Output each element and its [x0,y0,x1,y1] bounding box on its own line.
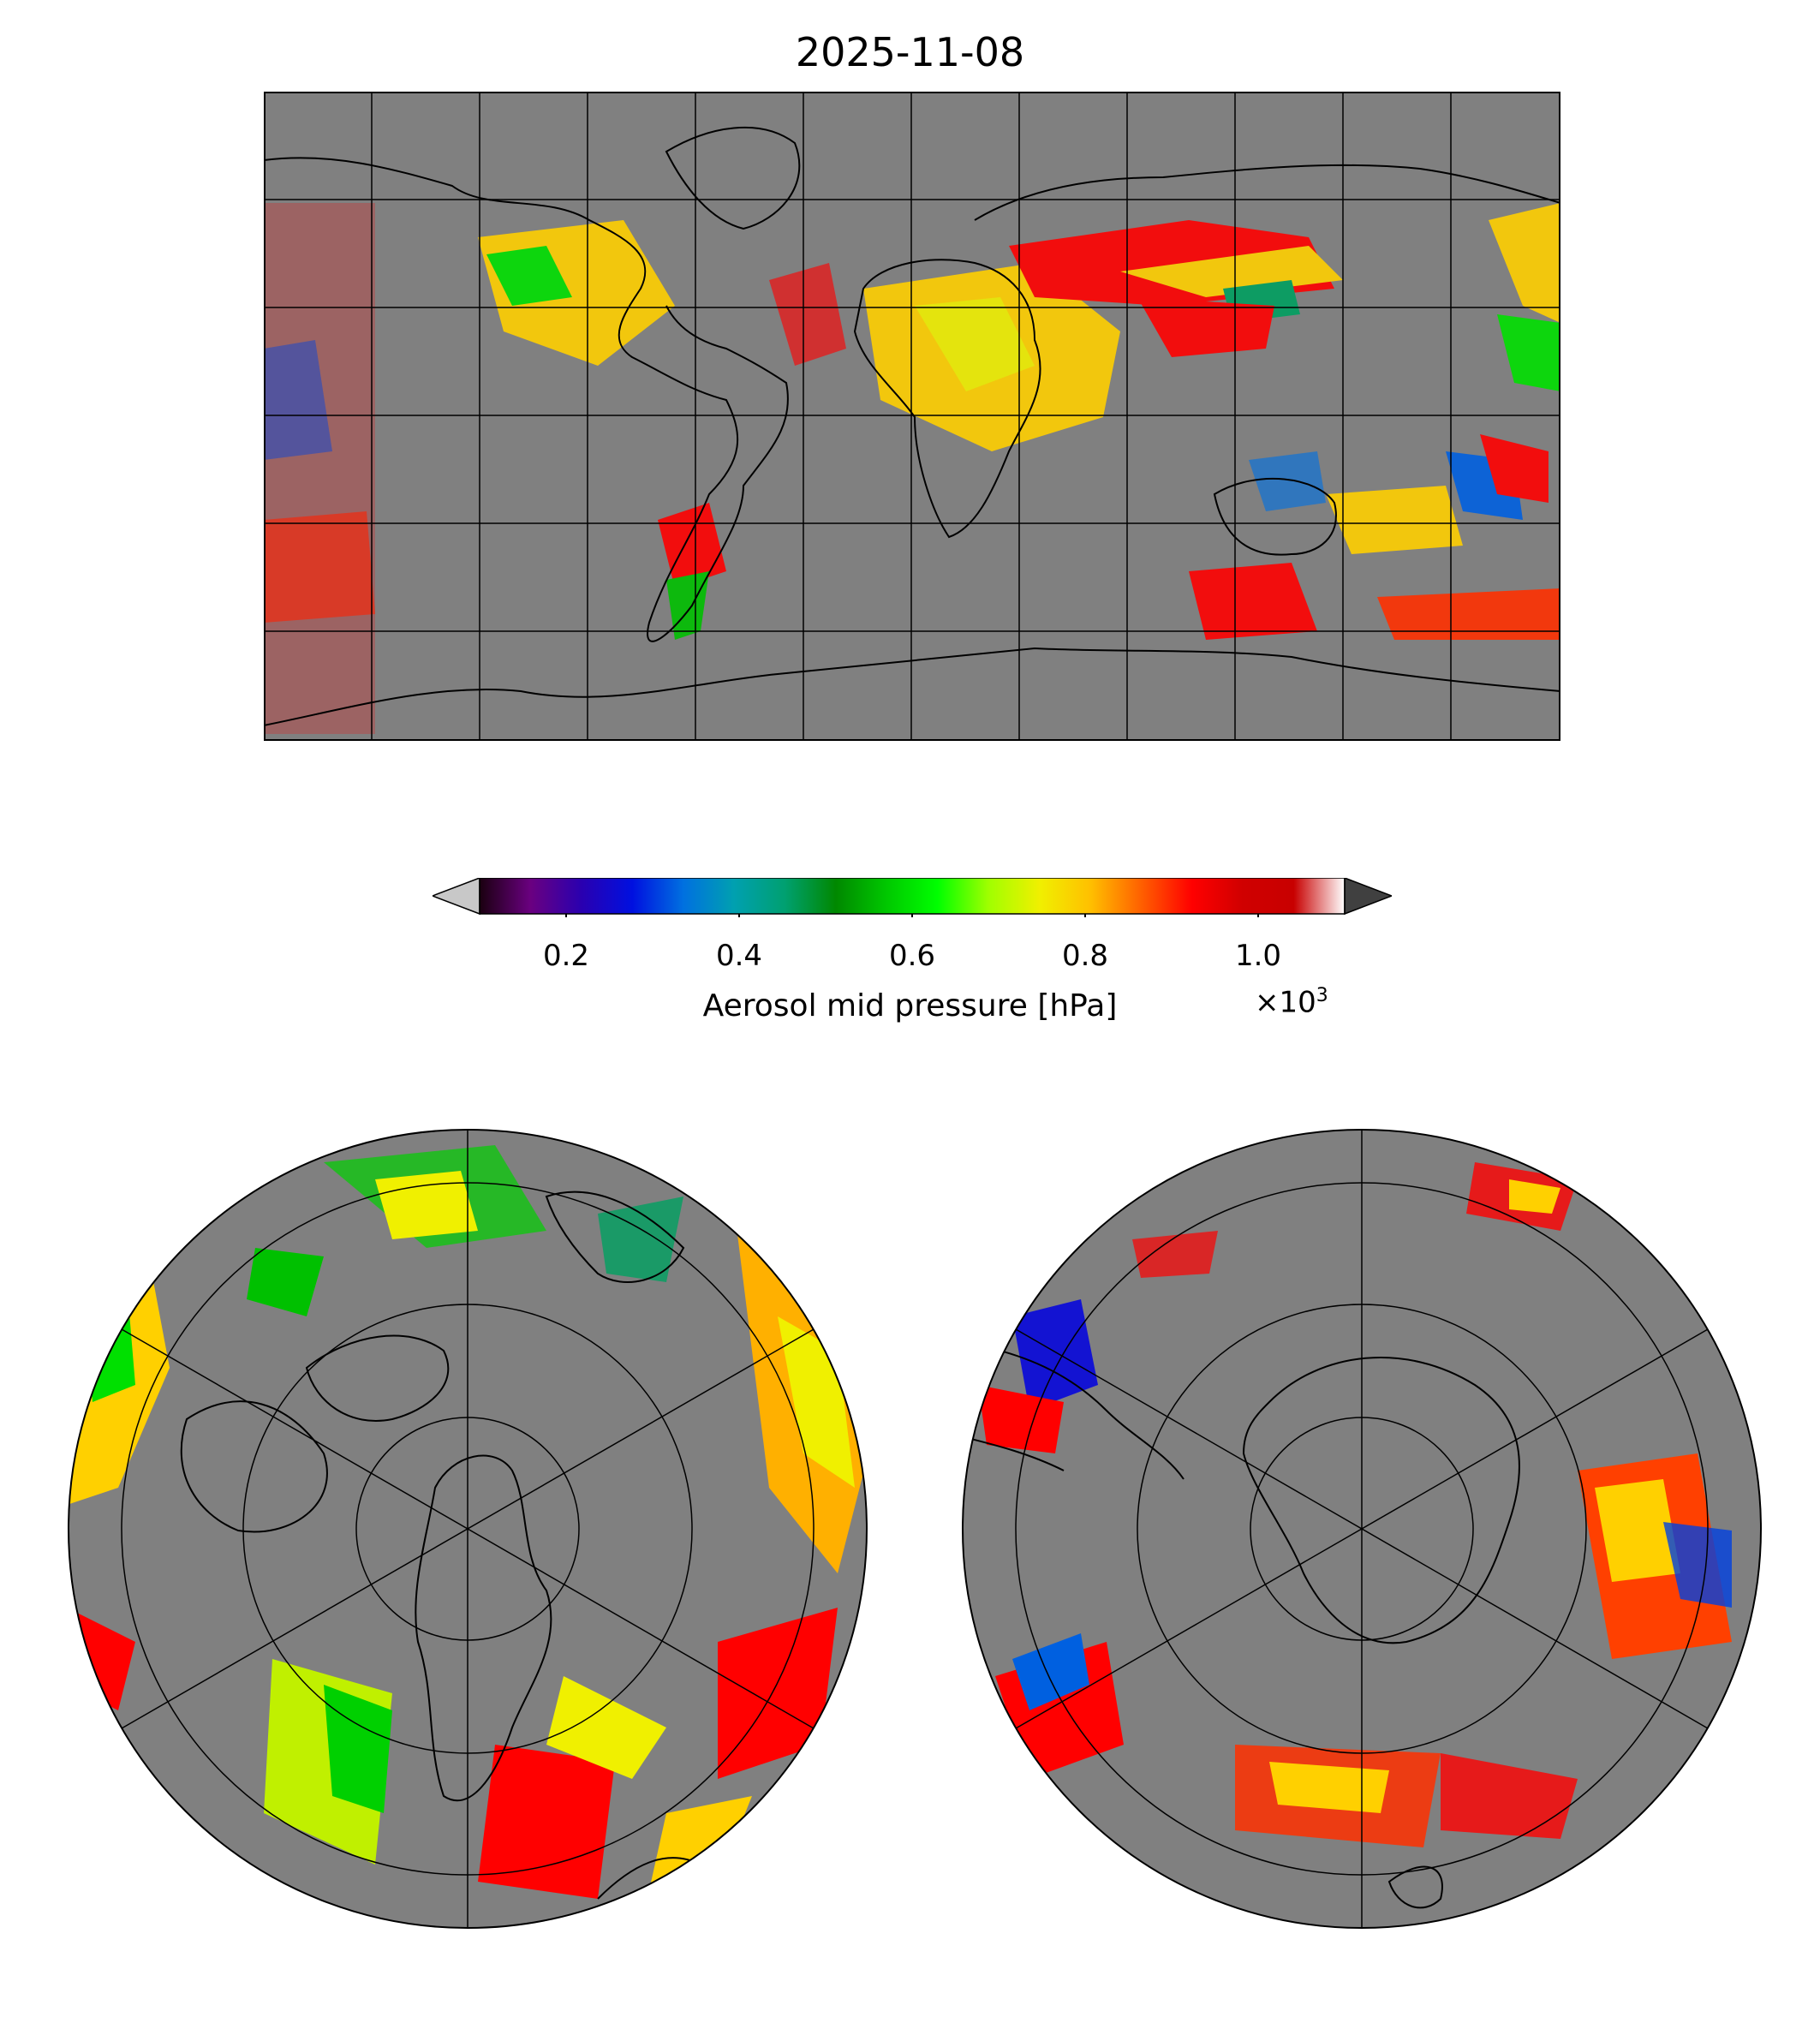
colorbar [433,878,1392,917]
north-coastlines [180,1191,701,1900]
south-polar-map [962,1129,1762,1929]
colorbar-tick-label: 0.8 [1061,939,1109,973]
south-graticule [1015,1130,1709,1928]
coastlines [264,126,1560,726]
global-aerosol-field [264,203,1560,734]
graticule [264,92,1560,741]
north-graticule [121,1130,815,1928]
north-polar-map [68,1129,868,1929]
colorbar-over-extension [1344,878,1392,916]
colorbar-tick-label: 0.6 [888,939,936,973]
colorbar-tick-label: 1.0 [1234,939,1282,973]
colorbar-gradient [480,878,1345,914]
colorbar-under-extension [433,878,480,916]
global-map [264,92,1560,741]
south-polar-aerosol-field [978,1162,1732,1847]
figure-title: 2025-11-08 [795,29,1025,75]
colorbar-tick-label: 0.2 [542,939,590,973]
colorbar-tick-label: 0.4 [715,939,763,973]
global-map-frame [264,92,1560,741]
colorbar-multiplier: ×103 [1255,985,1328,1020]
south-polar-frame [962,1129,1762,1929]
north-polar-frame [68,1129,868,1929]
north-polar-aerosol-field [69,1145,867,1899]
colorbar-label: Aerosol mid pressure [hPa] [702,988,1118,1023]
